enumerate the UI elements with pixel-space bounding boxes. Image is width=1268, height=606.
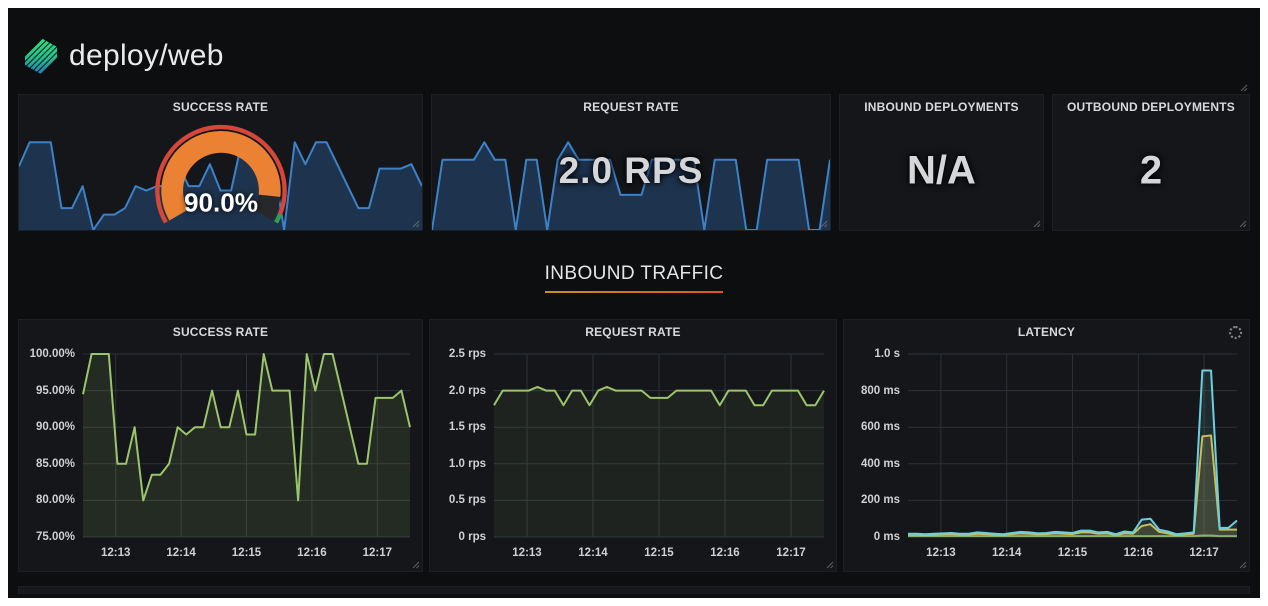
outbound-deployments-value: 2 — [1139, 148, 1163, 193]
chart-plot-svg — [908, 354, 1237, 537]
y-axis-tick-label: 400 ms — [860, 457, 900, 470]
y-axis-tick-label: 85.00% — [35, 457, 75, 470]
loading-spinner-icon — [1229, 326, 1242, 339]
request-rate-value: 2.0 RPS — [558, 149, 704, 191]
x-axis-tick-label: 12:15 — [1057, 547, 1088, 559]
panel-request-rate-chart: REQUEST RATE 2.5 rps 2.0 rps 1.5 rps 1.0 rp… — [429, 319, 837, 572]
x-axis-tick-label: 12:17 — [362, 547, 393, 559]
row-title[interactable]: INBOUND TRAFFIC — [544, 263, 724, 284]
svg-text:90.0%: 90.0% — [183, 188, 257, 218]
panel-title[interactable]: LATENCY — [1017, 325, 1076, 339]
y-axis-tick-label: 1.0 s — [874, 348, 900, 360]
y-axis-tick-label: 80.00% — [35, 494, 75, 507]
row-inbound-traffic: INBOUND TRAFFIC — [18, 263, 1250, 303]
y-axis: 2.5 rps 2.0 rps 1.5 rps 1.0 rps 0.5 rps 0 rps — [436, 348, 494, 543]
inbound-deployments-value: N/A — [907, 148, 976, 193]
success-rate-gauge: 90.0% — [116, 107, 326, 229]
x-axis-tick-label: 12:14 — [166, 547, 196, 559]
sparkline-svg — [432, 123, 830, 230]
x-axis-tick-label: 12:13 — [926, 547, 956, 559]
resize-handle-icon[interactable] — [1238, 560, 1247, 569]
x-axis-tick-label: 12:16 — [1123, 547, 1154, 559]
grafana-dashboard: deploy/web SUCCESS RATE 90.0% REQUEST RA… — [8, 8, 1260, 598]
y-axis-tick-label: 0 ms — [873, 531, 900, 543]
x-axis-tick-label: 12:13 — [512, 547, 542, 559]
x-axis: 12:13 12:14 12:15 12:16 12:17 — [83, 543, 410, 563]
panel-request-rate-stat: REQUEST RATE 2.0 RPS — [431, 94, 831, 231]
y-axis-tick-label: 200 ms — [860, 494, 900, 507]
chart-plot-svg — [494, 354, 824, 537]
resize-handle-icon[interactable] — [411, 219, 420, 228]
sparkline-svg — [19, 123, 422, 230]
y-axis-tick-label: 600 ms — [860, 421, 900, 434]
panel-latency-chart: LATENCY 1.0 s 800 ms 600 ms 400 ms 200 ms 0 m… — [843, 319, 1250, 572]
y-axis-tick-label: 95.00% — [35, 384, 75, 397]
dashboard-title: deploy/web — [69, 39, 224, 72]
y-axis-tick-label: 100.00% — [29, 348, 75, 360]
panel-inbound-deployments: INBOUND DEPLOYMENTS N/A — [839, 94, 1044, 231]
panel-title[interactable]: SUCCESS RATE — [172, 325, 269, 339]
deploy-logo-icon — [24, 37, 58, 75]
y-axis-tick-label: 75.00% — [35, 531, 75, 543]
x-axis-tick-label: 12:16 — [297, 547, 327, 559]
dashboard-header: deploy/web — [18, 18, 1250, 94]
chart-body: 100.00% 95.00% 90.00% 85.00% 80.00% 75.00% 12… — [25, 344, 414, 565]
chart-body: 1.0 s 800 ms 600 ms 400 ms 200 ms 0 ms 12:13 1… — [850, 344, 1241, 565]
request-rate-sparkline — [432, 123, 830, 230]
next-row-panel-edge — [18, 586, 1250, 594]
panel-title[interactable]: INBOUND DEPLOYMENTS — [864, 100, 1019, 114]
chart-body: 2.5 rps 2.0 rps 1.5 rps 1.0 rps 0.5 rps 0 rps… — [436, 344, 828, 565]
chart-plot-svg — [83, 354, 410, 537]
resize-handle-icon[interactable] — [411, 560, 420, 569]
y-axis: 100.00% 95.00% 90.00% 85.00% 80.00% 75.00% — [25, 348, 83, 543]
x-axis: 12:13 12:14 12:15 12:16 12:17 — [494, 543, 824, 563]
panel-success-rate-stat: SUCCESS RATE 90.0% — [18, 94, 423, 231]
y-axis-tick-label: 0.5 rps — [448, 494, 486, 507]
success-rate-sparkline — [19, 123, 422, 230]
y-axis-tick-label: 1.0 rps — [448, 457, 486, 470]
y-axis-tick-label: 90.00% — [35, 421, 75, 434]
y-axis: 1.0 s 800 ms 600 ms 400 ms 200 ms 0 ms — [850, 348, 908, 543]
row-title-underline — [545, 291, 723, 293]
x-axis-tick-label: 12:13 — [100, 547, 131, 559]
panel-success-rate-chart: SUCCESS RATE 100.00% 95.00% 90.00% 85.00% 80… — [18, 319, 423, 572]
plot-area — [83, 354, 410, 537]
resize-handle-icon[interactable] — [1238, 219, 1247, 228]
y-axis-tick-label: 800 ms — [860, 384, 900, 397]
panel-title[interactable]: REQUEST RATE — [583, 100, 679, 114]
inbound-traffic-chart-row: SUCCESS RATE 100.00% 95.00% 90.00% 85.00% 80… — [18, 319, 1250, 572]
x-axis-tick-label: 12:14 — [991, 547, 1022, 559]
x-axis-tick-label: 12:17 — [776, 547, 806, 559]
panel-outbound-deployments: OUTBOUND DEPLOYMENTS 2 — [1052, 94, 1250, 231]
x-axis-tick-label: 12:15 — [231, 547, 262, 559]
resize-handle-icon[interactable] — [1032, 219, 1041, 228]
top-stat-row: SUCCESS RATE 90.0% REQUEST RATE 2.0 RPS … — [18, 94, 1250, 231]
x-axis-tick-label: 12:16 — [710, 547, 740, 559]
panel-title[interactable]: OUTBOUND DEPLOYMENTS — [1066, 100, 1235, 114]
y-axis-tick-label: 2.0 rps — [448, 384, 486, 397]
resize-handle-icon[interactable] — [825, 560, 834, 569]
resize-handle-icon[interactable] — [819, 219, 828, 228]
y-axis-tick-label: 1.5 rps — [448, 421, 486, 434]
resize-handle-icon[interactable] — [1239, 83, 1248, 92]
plot-area — [494, 354, 824, 537]
x-axis-tick-label: 12:17 — [1189, 547, 1219, 559]
x-axis-tick-label: 12:15 — [644, 547, 674, 559]
panel-title[interactable]: SUCCESS RATE — [172, 100, 269, 114]
plot-area — [908, 354, 1237, 537]
x-axis: 12:13 12:14 12:15 12:16 12:17 — [908, 543, 1237, 563]
y-axis-tick-label: 2.5 rps — [448, 348, 486, 360]
panel-title[interactable]: REQUEST RATE — [585, 325, 681, 339]
x-axis-tick-label: 12:14 — [578, 547, 608, 559]
y-axis-tick-label: 0 rps — [458, 531, 487, 543]
